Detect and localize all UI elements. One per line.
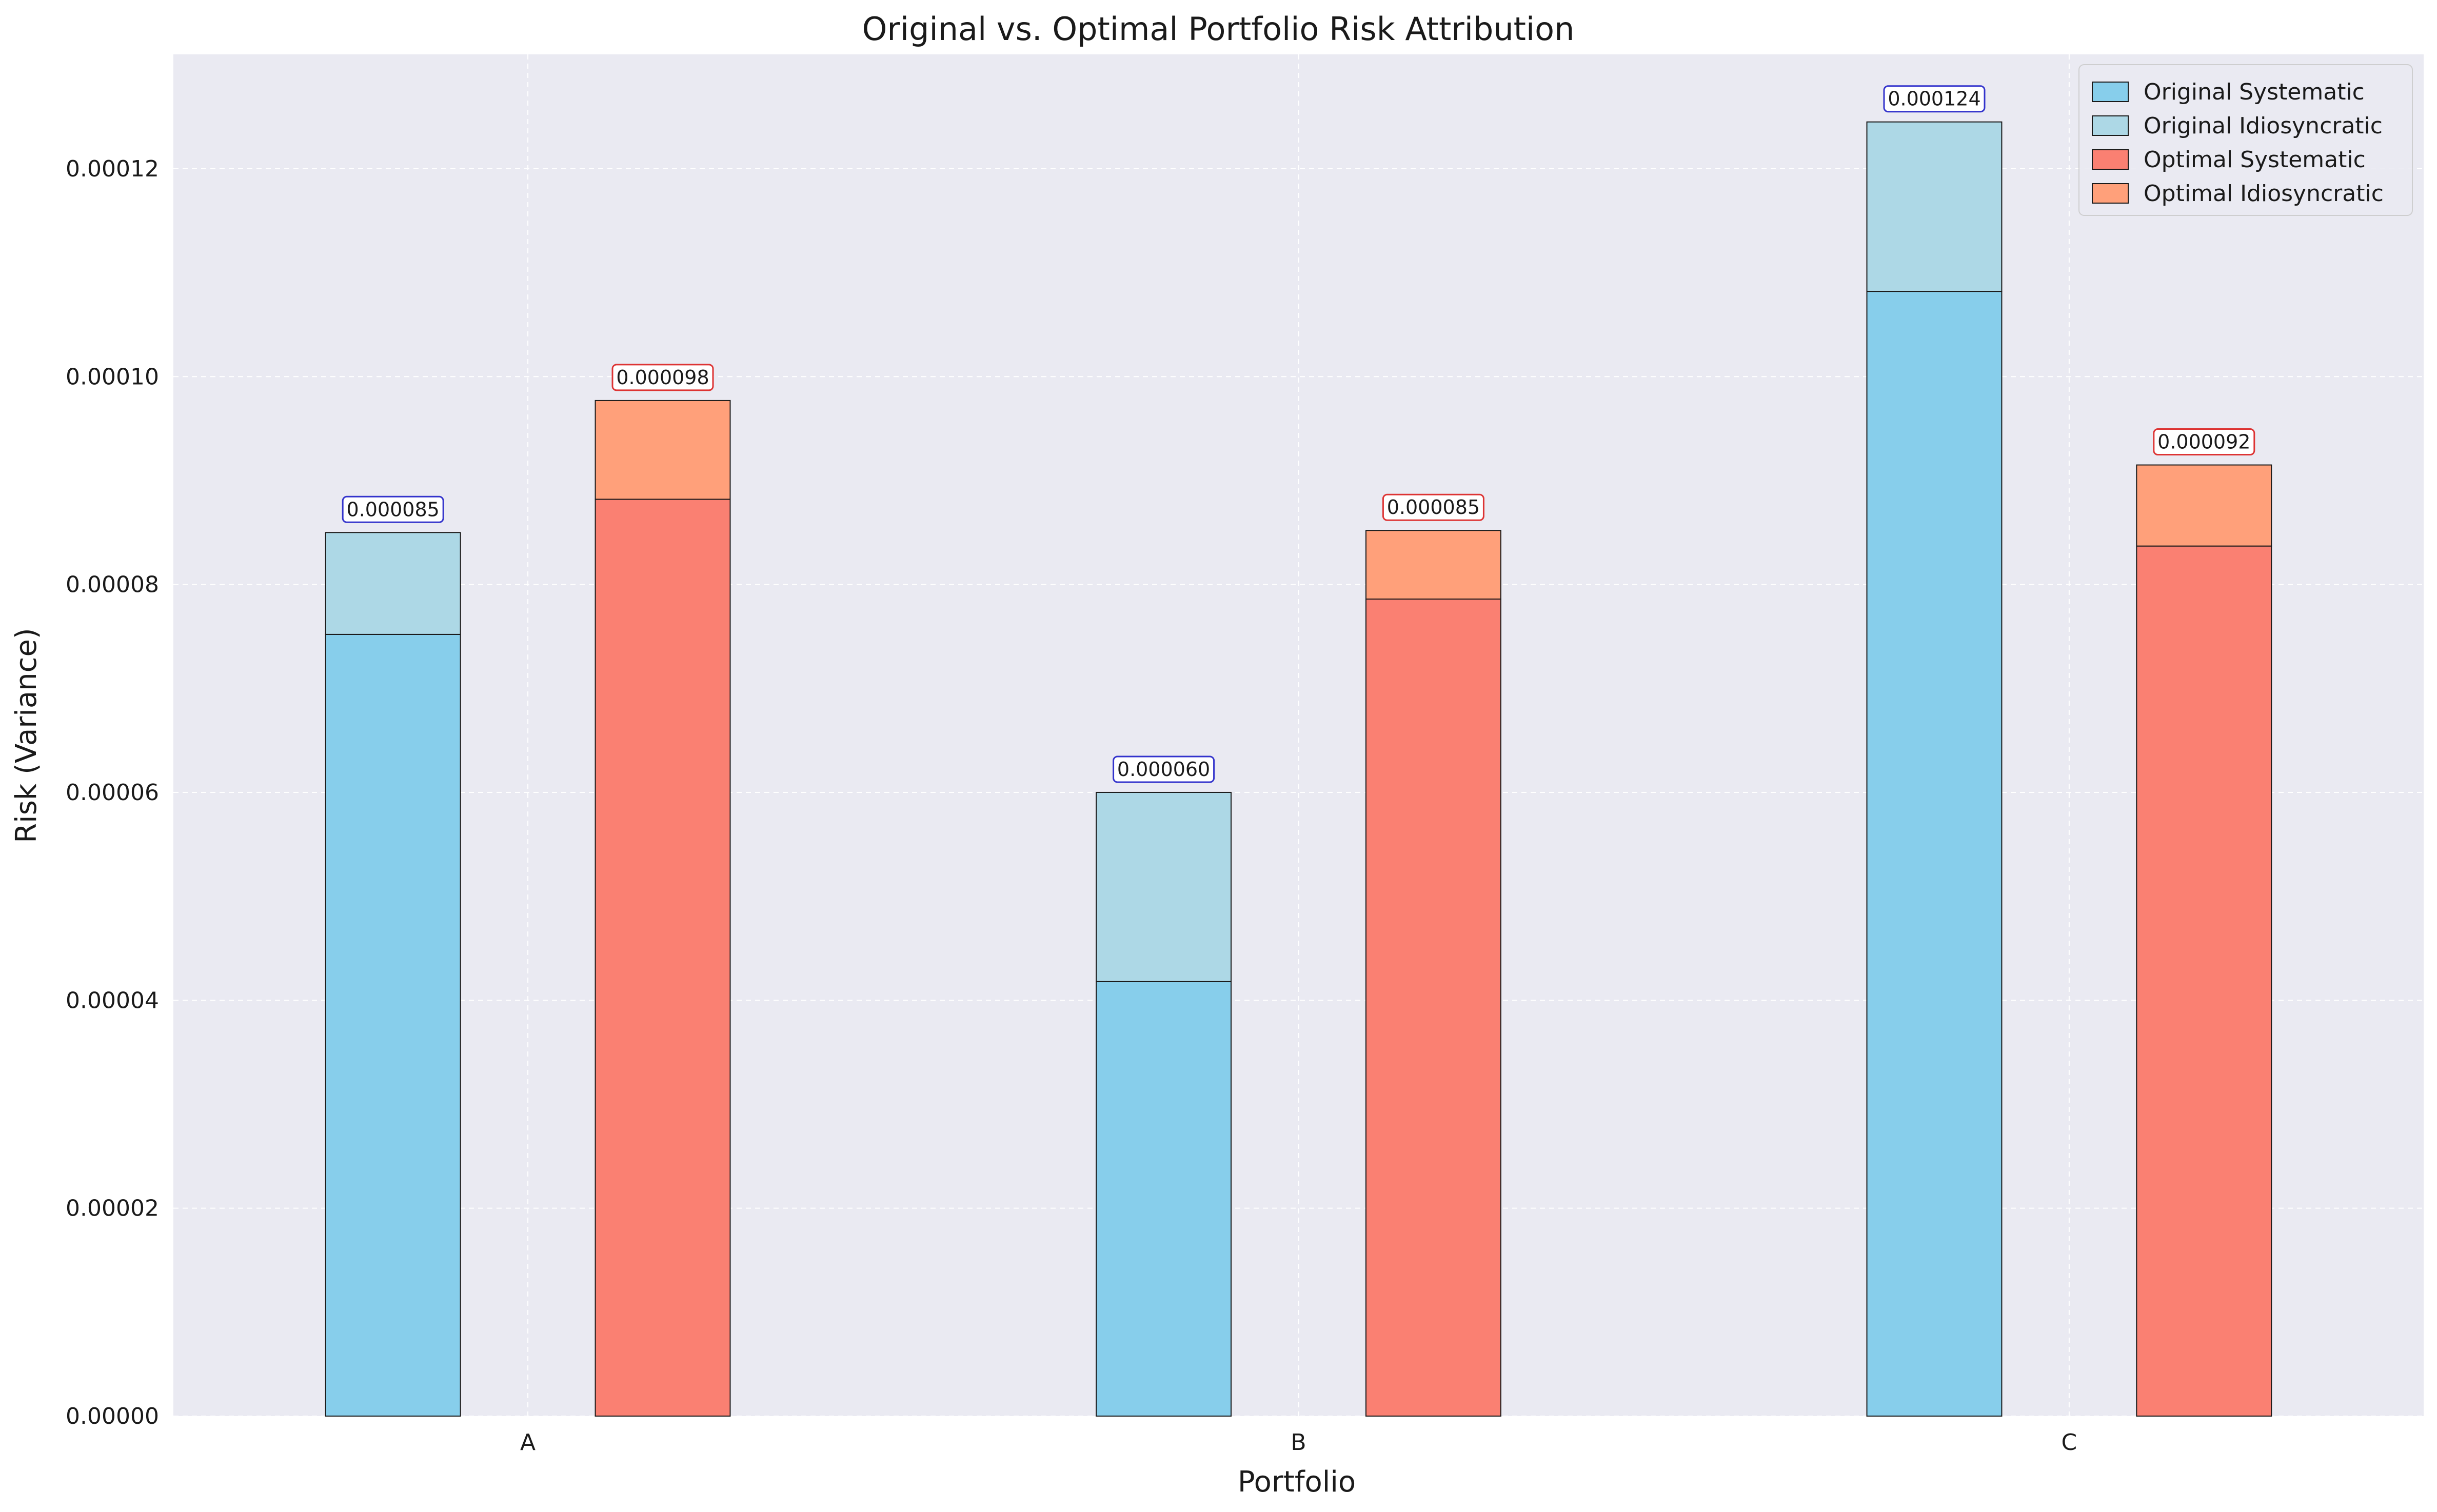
x-tick-label: A <box>520 1429 536 1456</box>
bar-optimal-systematic-b <box>1365 599 1501 1417</box>
y-tick-label: 0.00002 <box>66 1196 159 1222</box>
legend-swatch <box>2092 115 2129 136</box>
total-label-original-a: 0.000085 <box>342 495 444 523</box>
total-label-optimal-c: 0.000092 <box>2153 428 2255 456</box>
value-label: 0.000124 <box>1888 88 1980 110</box>
x-axis-label: Portfolio <box>1238 1465 1356 1499</box>
total-label-optimal-b: 0.000085 <box>1382 493 1484 521</box>
value-label: 0.000085 <box>1387 496 1480 519</box>
x-tick-label: B <box>1291 1429 1306 1456</box>
legend-swatch <box>2092 82 2129 102</box>
x-tick-label: C <box>2062 1429 2077 1456</box>
value-label-box <box>611 364 714 391</box>
y-tick-label: 0.00012 <box>66 156 159 182</box>
bar-optimal-idiosyncratic-a <box>595 400 731 500</box>
y-tick-label: 0.00008 <box>66 572 159 598</box>
bar-optimal-idiosyncratic-c <box>2136 464 2272 547</box>
bar-optimal-idiosyncratic-b <box>1365 530 1501 600</box>
value-label-box <box>342 495 444 523</box>
value-label: 0.000098 <box>616 366 709 389</box>
legend-item: Optimal Systematic <box>2092 147 2366 173</box>
legend-label: Original Systematic <box>2144 79 2365 105</box>
value-label: 0.000060 <box>1117 758 1210 781</box>
bar-optimal-systematic-a <box>595 499 731 1417</box>
legend-label: Optimal Idiosyncratic <box>2144 181 2384 207</box>
legend-label: Original Idiosyncratic <box>2144 113 2383 139</box>
legend-box <box>2078 64 2413 216</box>
value-labels: 0.000085 0.000060 0.000124 0.000098 0.000085… <box>342 85 2255 783</box>
bar-original-idiosyncratic-b <box>1096 791 1232 982</box>
bar-original-systematic-b <box>1096 981 1232 1417</box>
bar-original-idiosyncratic-c <box>1866 121 2003 292</box>
legend-label: Optimal Systematic <box>2144 147 2366 173</box>
y-tick-label: 0.00000 <box>66 1403 159 1429</box>
y-axis-label: Risk (Variance) <box>10 628 43 843</box>
tick-labels: 0.00000 0.00002 0.00004 0.00006 0.00008 0.000… <box>66 156 2077 1456</box>
legend-item: Original Idiosyncratic <box>2092 113 2383 139</box>
grid-lines <box>173 54 2424 1417</box>
legend: Original Systematic Original Idiosyncrati… <box>2078 64 2413 216</box>
total-label-original-c: 0.000124 <box>1883 85 1986 113</box>
chart-title: Original vs. Optimal Portfolio Risk Attr… <box>862 10 1575 48</box>
bars <box>325 121 2272 1417</box>
value-label-box <box>1113 755 1215 783</box>
bar-original-systematic-c <box>1866 291 2003 1417</box>
total-label-optimal-a: 0.000098 <box>611 364 714 391</box>
total-label-original-b: 0.000060 <box>1113 755 1215 783</box>
bar-original-systematic-a <box>325 633 461 1417</box>
value-label-box <box>2153 428 2255 456</box>
legend-item: Optimal Idiosyncratic <box>2092 181 2384 207</box>
bar-optimal-systematic-c <box>2136 545 2272 1417</box>
y-tick-label: 0.00010 <box>66 364 159 390</box>
legend-item: Original Systematic <box>2092 79 2365 105</box>
y-tick-label: 0.00004 <box>66 987 159 1013</box>
plot-background <box>173 54 2424 1416</box>
bar-original-idiosyncratic-a <box>325 532 461 635</box>
value-label-box <box>1883 85 1986 113</box>
value-label-box <box>1382 493 1484 521</box>
value-label: 0.000085 <box>347 498 440 521</box>
legend-swatch <box>2092 183 2129 204</box>
value-label: 0.000092 <box>2157 431 2250 453</box>
y-tick-label: 0.00006 <box>66 780 159 806</box>
legend-swatch <box>2092 149 2129 170</box>
